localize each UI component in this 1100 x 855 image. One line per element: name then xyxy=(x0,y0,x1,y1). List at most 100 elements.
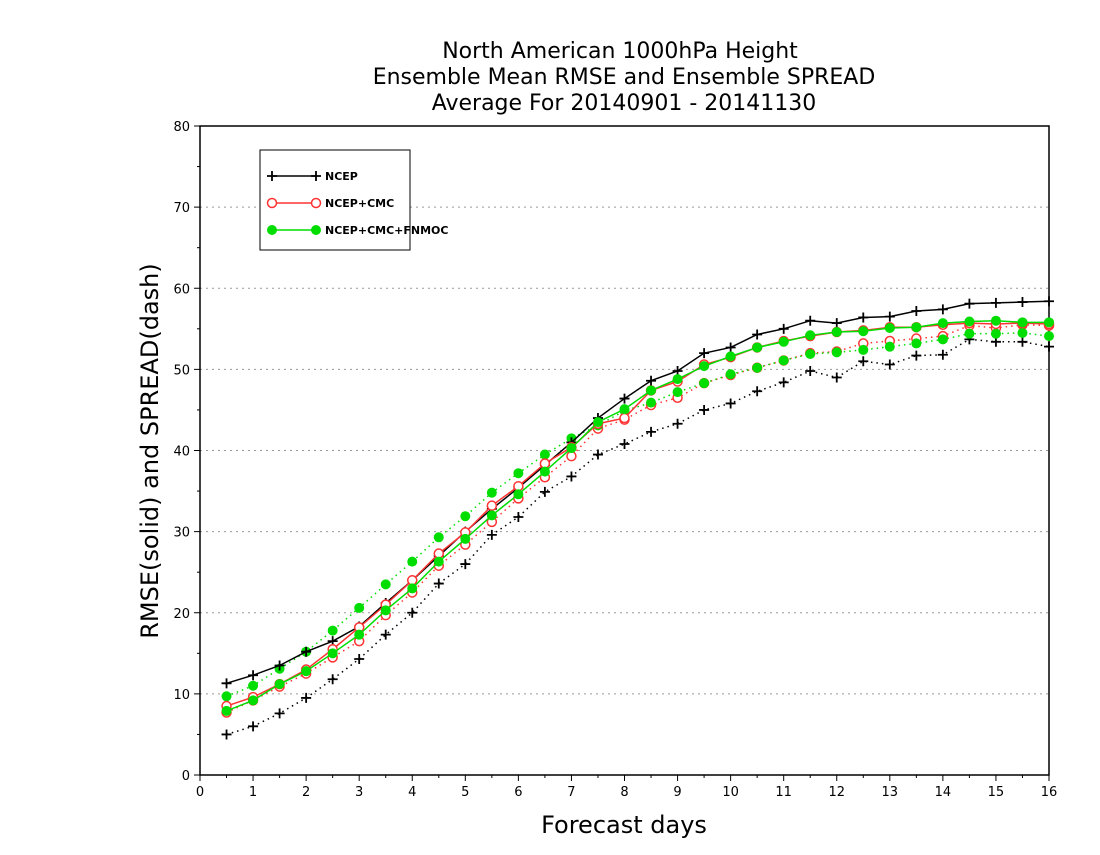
point-ncep-spread-15.5 xyxy=(1017,336,1028,347)
y-tick-label-0: 0 xyxy=(182,769,190,784)
point-ncep-cmc-fnmoc-spread-13 xyxy=(884,341,895,352)
point-ncep-spread-6 xyxy=(513,512,524,523)
point-ncep-cmc-fnmoc-spread-15 xyxy=(990,328,1001,339)
x-tick-label-11: 11 xyxy=(775,785,792,800)
point-ncep-cmc-fnmoc-spread-14 xyxy=(937,334,948,345)
point-ncep-spread-11 xyxy=(778,377,789,388)
point-ncep-cmc-fnmoc-spread-14.5 xyxy=(964,328,975,339)
x-tick-label-6: 6 xyxy=(514,785,522,800)
point-ncep-cmc-fnmoc-rmse-3.5 xyxy=(380,605,391,616)
y-tick-label-30: 30 xyxy=(173,526,190,541)
point-ncep-spread-4 xyxy=(407,607,418,618)
legend-item-ncep: NCEP xyxy=(267,170,358,183)
legend: NCEP NCEP+CMC NCEP+CMC+FNMOC xyxy=(259,149,448,251)
point-ncep-rmse-12 xyxy=(831,318,842,329)
point-ncep-cmc-fnmoc-spread-12 xyxy=(831,347,842,358)
point-ncep-cmc-fnmoc-spread-5 xyxy=(460,511,471,522)
point-ncep-cmc-fnmoc-rmse-1 xyxy=(248,695,259,706)
point-ncep-cmc-fnmoc-rmse-8 xyxy=(619,404,630,415)
x-axis-ticks: 0 1 2 3 4 5 6 7 8 9 10 11 12 13 14 15 16 xyxy=(196,775,1057,800)
point-ncep-spread-0.5 xyxy=(221,729,232,740)
point-ncep-rmse-15 xyxy=(990,297,1001,308)
legend-marker-end xyxy=(310,197,322,209)
x-tick-label-5: 5 xyxy=(461,785,469,800)
point-ncep-cmc-fnmoc-spread-2.5 xyxy=(327,625,338,636)
point-ncep-rmse-12.5 xyxy=(858,312,869,323)
point-ncep-spread-13.5 xyxy=(911,350,922,361)
series-ncep-cmc-fnmoc-spread xyxy=(221,327,1054,702)
point-ncep-cmc-fnmoc-spread-12.5 xyxy=(858,344,869,355)
point-ncep-cmc-fnmoc-rmse-13.5 xyxy=(911,322,922,333)
line-ncep-cmc-fnmoc-spread xyxy=(226,332,1050,698)
point-ncep-spread-10 xyxy=(725,398,736,409)
point-ncep-spread-1.5 xyxy=(274,708,285,719)
point-ncep-cmc-fnmoc-rmse-15 xyxy=(990,315,1001,326)
x-tick-label-3: 3 xyxy=(355,785,363,800)
point-ncep-rmse-0.5 xyxy=(221,678,232,689)
point-ncep-rmse-13.5 xyxy=(911,305,922,316)
point-ncep-rmse-8 xyxy=(619,393,630,404)
point-ncep-spread-8.5 xyxy=(646,426,657,437)
point-ncep-spread-12.5 xyxy=(858,356,869,367)
point-ncep-cmc-fnmoc-spread-8.5 xyxy=(646,397,657,408)
point-ncep-rmse-1.5 xyxy=(274,660,285,671)
point-ncep-cmc-fnmoc-rmse-15.5 xyxy=(1017,317,1028,328)
legend-marker-start xyxy=(267,171,277,181)
point-ncep-spread-16 xyxy=(1044,341,1054,352)
point-ncep-cmc-fnmoc-rmse-4 xyxy=(407,583,418,594)
legend-item-ncep-cmc-fnmoc: NCEP+CMC+FNMOC xyxy=(267,224,448,237)
point-ncep-cmc-fnmoc-rmse-3 xyxy=(354,629,365,640)
line-ncep-spread xyxy=(226,338,1050,736)
y-tick-label-60: 60 xyxy=(173,282,190,297)
point-ncep-cmc-fnmoc-rmse-11.5 xyxy=(805,330,816,341)
point-ncep-spread-10.5 xyxy=(752,386,763,397)
point-ncep-cmc-fnmoc-spread-16 xyxy=(1044,331,1054,342)
x-tick-label-2: 2 xyxy=(302,785,310,800)
x-tick-label-1: 1 xyxy=(249,785,257,800)
x-tick-label-0: 0 xyxy=(196,785,204,800)
y-tick-label-50: 50 xyxy=(173,363,190,378)
line-ncep-rmse xyxy=(226,300,1050,685)
point-ncep-spread-11.5 xyxy=(805,365,816,376)
point-ncep-cmc-fnmoc-spread-15.5 xyxy=(1017,327,1028,338)
x-tick-label-10: 10 xyxy=(722,785,739,800)
point-ncep-spread-9 xyxy=(672,418,683,429)
point-ncep-spread-13 xyxy=(884,359,895,370)
point-ncep-cmc-fnmoc-rmse-1.5 xyxy=(274,679,285,690)
point-ncep-rmse-11.5 xyxy=(805,315,816,326)
point-ncep-spread-3 xyxy=(354,653,365,664)
point-ncep-spread-8 xyxy=(619,439,630,450)
point-ncep-spread-3.5 xyxy=(380,629,391,640)
point-ncep-spread-2.5 xyxy=(327,674,338,685)
point-ncep-cmc-fnmoc-spread-0.5 xyxy=(221,691,232,702)
x-tick-label-4: 4 xyxy=(408,785,416,800)
point-ncep-rmse-1 xyxy=(248,670,259,681)
legend-label: NCEP+CMC+FNMOC xyxy=(325,224,448,237)
point-ncep-rmse-8.5 xyxy=(646,375,657,386)
y-axis-ticks: 0 10 20 30 40 50 60 70 80 xyxy=(173,120,200,784)
legend-label: NCEP+CMC xyxy=(325,197,394,210)
point-ncep-cmc-fnmoc-rmse-2 xyxy=(301,666,312,677)
point-ncep-cmc-fnmoc-rmse-0.5 xyxy=(221,705,232,716)
series-ncep-cmc-spread xyxy=(221,319,1055,718)
point-ncep-spread-4.5 xyxy=(433,578,444,589)
point-ncep-cmc-fnmoc-rmse-7 xyxy=(566,443,577,454)
series-ncep-cmc-rmse xyxy=(221,317,1055,712)
point-ncep-cmc-rmse-8 xyxy=(619,412,630,424)
point-ncep-rmse-15.5 xyxy=(1017,297,1028,308)
x-tick-label-13: 13 xyxy=(882,785,899,800)
title-line-3: Average For 20140901 - 20141130 xyxy=(432,91,817,116)
point-ncep-spread-5.5 xyxy=(486,529,497,540)
point-ncep-cmc-fnmoc-spread-6 xyxy=(513,468,524,479)
point-ncep-spread-9.5 xyxy=(699,404,710,415)
series-ncep-spread xyxy=(221,334,1054,740)
point-ncep-spread-7 xyxy=(566,471,577,482)
legend-marker-start xyxy=(266,197,278,209)
point-ncep-spread-6.5 xyxy=(539,486,550,497)
point-ncep-cmc-fnmoc-rmse-14.5 xyxy=(964,316,975,327)
point-ncep-cmc-fnmoc-rmse-4.5 xyxy=(433,556,444,567)
data-series xyxy=(221,296,1055,740)
point-ncep-cmc-fnmoc-rmse-5 xyxy=(460,533,471,544)
point-ncep-cmc-fnmoc-rmse-10.5 xyxy=(752,342,763,353)
